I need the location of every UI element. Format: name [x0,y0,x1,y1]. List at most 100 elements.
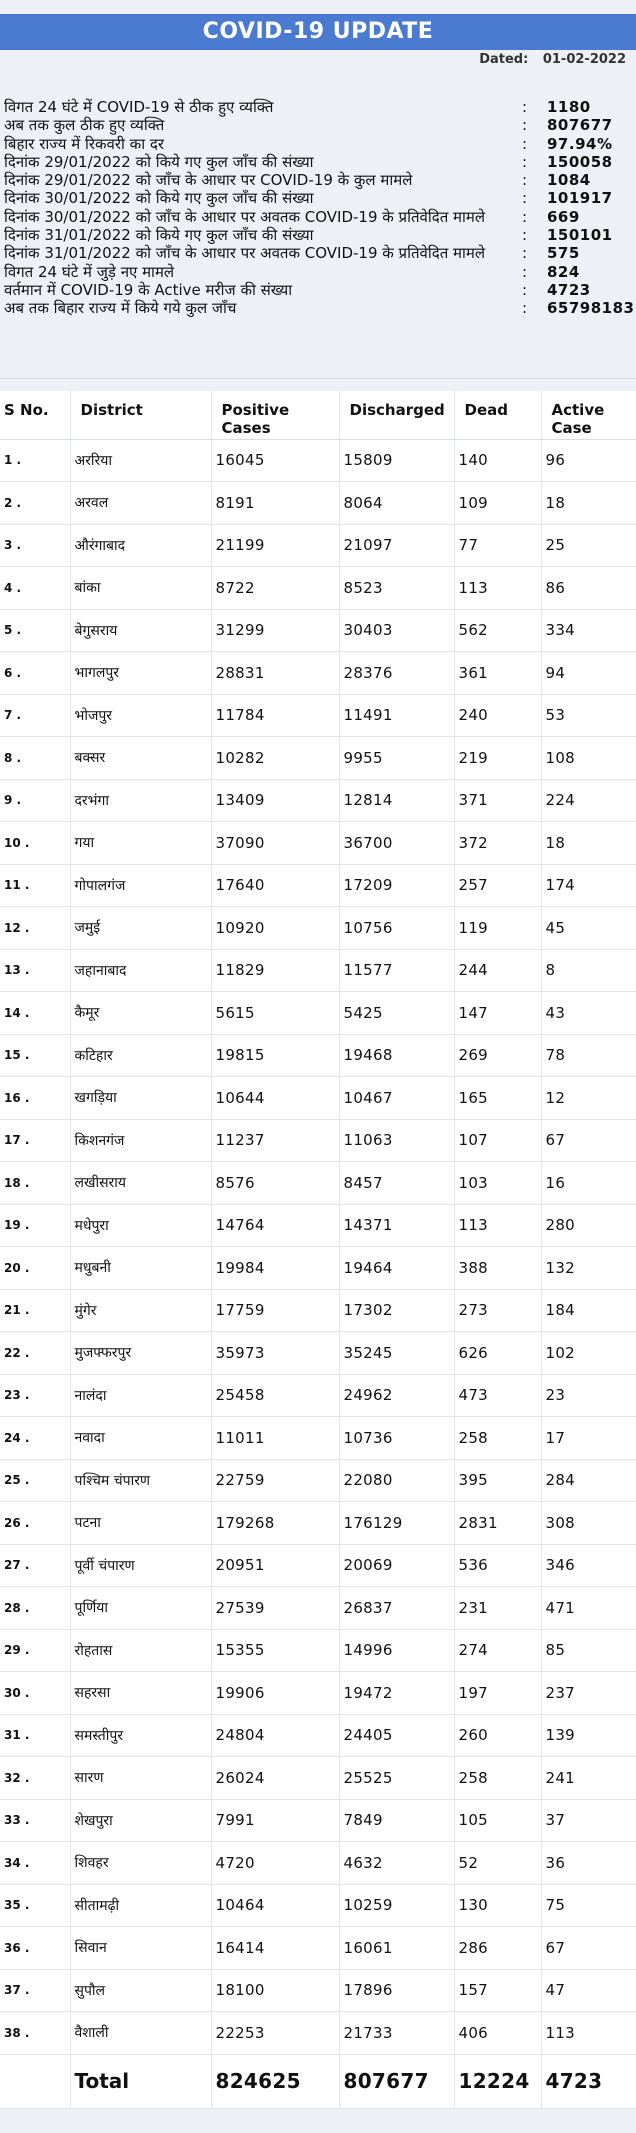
cell-sno: 23 . [0,1374,71,1417]
cell-discharged: 22080 [339,1459,455,1502]
cell-dead: 109 [454,481,542,525]
table-row: 4 . बांका 8722 8523 113 86 [0,566,636,610]
cell-discharged: 19464 [339,1246,455,1290]
cell-active: 174 [541,864,636,907]
summary-value: 575 [547,244,580,263]
summary-colon: : [522,299,528,318]
table-row: 20 . मधुबनी 19984 19464 388 132 [0,1246,636,1290]
cell-positive: 4720 [211,1841,340,1885]
cell-discharged: 11063 [339,1119,455,1162]
cell-active: 12 [541,1076,636,1120]
table-row: 38 . वैशाली 22253 21733 406 113 [0,2011,636,2055]
cell-positive: 18100 [211,1969,340,2012]
cell-active: 94 [541,651,636,695]
header-dead: Dead [454,391,542,440]
cell-sno: 20 . [0,1246,71,1290]
cell-district: मुजफ्फरपुर [70,1331,212,1375]
table-row: 19 . मधेपुरा 14764 14371 113 280 [0,1204,636,1247]
cell-positive: 8576 [211,1161,340,1205]
total-cell-discharged: 807677 [339,2054,455,2109]
summary-label: दिनांक 30/01/2022 को जाँच के आधार पर अवत… [4,207,486,226]
table-row: 24 . नवादा 11011 10736 258 17 [0,1416,636,1460]
cell-district: खगड़िया [70,1076,212,1120]
cell-dead: 140 [454,439,542,482]
summary-row: विगत 24 घंटे में COVID-19 से ठीक हुए व्य… [0,98,636,116]
cell-dead: 165 [454,1076,542,1120]
cell-active: 67 [541,1926,636,1970]
summary-label: दिनांक 29/01/2022 को किये गए कुल जाँच की… [4,152,314,171]
summary-row: वर्तमान में COVID-19 के Active मरीज की स… [0,281,636,299]
cell-discharged: 24962 [339,1374,455,1417]
cell-active: 102 [541,1331,636,1375]
table-row: 21 . मुंगेर 17759 17302 273 184 [0,1289,636,1332]
cell-sno: 4 . [0,566,71,610]
cell-dead: 119 [454,906,542,950]
cell-active: 75 [541,1884,636,1927]
summary-colon: : [522,226,528,245]
cell-district: गोपालगंज [70,864,212,907]
cell-dead: 240 [454,694,542,737]
cell-active: 23 [541,1374,636,1417]
cell-discharged: 5425 [339,991,455,1035]
cell-discharged: 35245 [339,1331,455,1375]
cell-positive: 28831 [211,651,340,695]
cell-active: 108 [541,736,636,780]
table-row: 31 . समस्तीपुर 24804 24405 260 139 [0,1714,636,1757]
summary-colon: : [522,171,528,190]
cell-sno: 38 . [0,2011,71,2055]
cell-sno: 7 . [0,694,71,737]
summary-row: दिनांक 29/01/2022 को किये गए कुल जाँच की… [0,153,636,171]
cell-active: 18 [541,821,636,865]
table-row: 28 . पूर्णिया 27539 26837 231 471 [0,1586,636,1630]
table-row: 32 . सारण 26024 25525 258 241 [0,1756,636,1800]
table-row: 14 . कैमूर 5615 5425 147 43 [0,991,636,1035]
cell-sno: 36 . [0,1926,71,1970]
table-row: 1 . अररिया 16045 15809 140 96 [0,439,636,482]
cell-active: 334 [541,609,636,652]
cell-sno: 35 . [0,1884,71,1927]
cell-sno: 25 . [0,1459,71,1502]
cell-positive: 16414 [211,1926,340,1970]
cell-sno: 13 . [0,949,71,992]
table-row: 8 . बक्सर 10282 9955 219 108 [0,736,636,780]
summary-label: दिनांक 31/01/2022 को किये गए कुल जाँच की… [4,226,314,245]
table-row: 15 . कटिहार 19815 19468 269 78 [0,1034,636,1077]
cell-sno: 3 . [0,524,71,567]
cell-dead: 77 [454,524,542,567]
cell-positive: 27539 [211,1586,340,1630]
cell-sno: 11 . [0,864,71,907]
cell-dead: 244 [454,949,542,992]
summary-row: दिनांक 30/01/2022 को किये गए कुल जाँच की… [0,189,636,207]
summary-row: दिनांक 30/01/2022 को जाँच के आधार पर अवत… [0,208,636,226]
cell-district: रोहतास [70,1629,212,1672]
cell-dead: 113 [454,1204,542,1247]
cell-sno: 28 . [0,1586,71,1630]
cell-sno: 32 . [0,1756,71,1800]
cell-sno: 16 . [0,1076,71,1120]
cell-district: भोजपुर [70,694,212,737]
cell-sno: 8 . [0,736,71,780]
table-row: 36 . सिवान 16414 16061 286 67 [0,1926,636,1970]
cell-district: सिवान [70,1926,212,1970]
cell-positive: 31299 [211,609,340,652]
cell-district: समस्तीपुर [70,1714,212,1757]
district-table: S No. District Positive Cases Discharged… [0,391,636,2109]
cell-discharged: 7849 [339,1799,455,1842]
cell-discharged: 8523 [339,566,455,610]
cell-dead: 274 [454,1629,542,1672]
cell-dead: 197 [454,1671,542,1715]
summary-row: दिनांक 29/01/2022 को जाँच के आधार पर COV… [0,171,636,189]
cell-positive: 25458 [211,1374,340,1417]
cell-district: पूर्णिया [70,1586,212,1630]
cell-district: सहरसा [70,1671,212,1715]
cell-active: 284 [541,1459,636,1502]
cell-active: 17 [541,1416,636,1460]
summary-label: विगत 24 घंटे में जुड़े नए मामले [4,262,175,281]
cell-dead: 371 [454,779,542,822]
cell-dead: 260 [454,1714,542,1757]
cell-sno: 27 . [0,1544,71,1587]
cell-sno: 26 . [0,1501,71,1545]
cell-sno: 1 . [0,439,71,482]
summary-colon: : [522,207,528,226]
cell-sno: 30 . [0,1671,71,1715]
